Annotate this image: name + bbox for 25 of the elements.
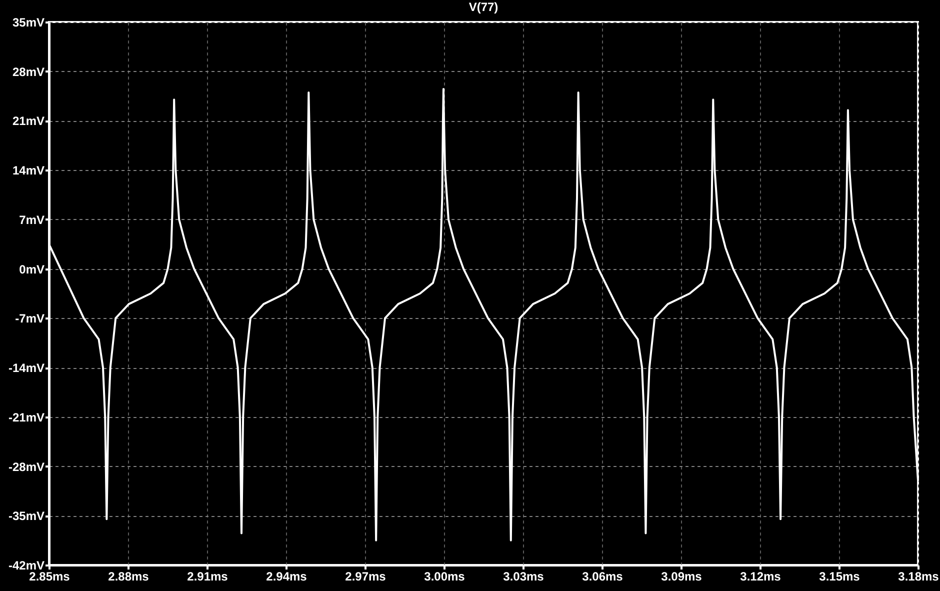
y-tick-label: 28mV	[12, 64, 44, 79]
x-tick-label: 2.85ms	[29, 570, 70, 584]
y-tick-label: -21mV	[8, 410, 44, 424]
y-tick-label: 7mV	[19, 212, 44, 227]
y-tick-label: -14mV	[8, 361, 44, 376]
x-tick-label: 2.94ms	[266, 570, 308, 584]
x-tick-label: 3.03ms	[503, 570, 544, 584]
y-tick-label: -42mV	[8, 558, 44, 572]
y-tick-label: 35mV	[12, 16, 44, 30]
y-tick-label: 0mV	[19, 262, 44, 276]
x-tick-label: 3.12ms	[740, 570, 782, 584]
y-tick-label: -7mV	[15, 312, 44, 326]
y-tick-label: 21mV	[12, 114, 44, 128]
x-tick-label: 3.15ms	[819, 570, 860, 584]
chart-title: V(77)	[468, 0, 498, 14]
x-tick-label: 2.88ms	[108, 570, 150, 584]
x-tick-label: 3.06ms	[582, 570, 624, 584]
x-tick-label: 3.09ms	[661, 570, 702, 584]
x-tick-label: 2.91ms	[187, 570, 228, 584]
x-tick-label: 2.97ms	[345, 570, 386, 584]
y-tick-label: -35mV	[8, 509, 44, 524]
y-tick-label: 14mV	[12, 164, 44, 178]
x-tick-label: 3.00ms	[424, 570, 466, 584]
x-tick-label: 3.18ms	[898, 570, 940, 584]
y-tick-label: -28mV	[8, 460, 44, 474]
